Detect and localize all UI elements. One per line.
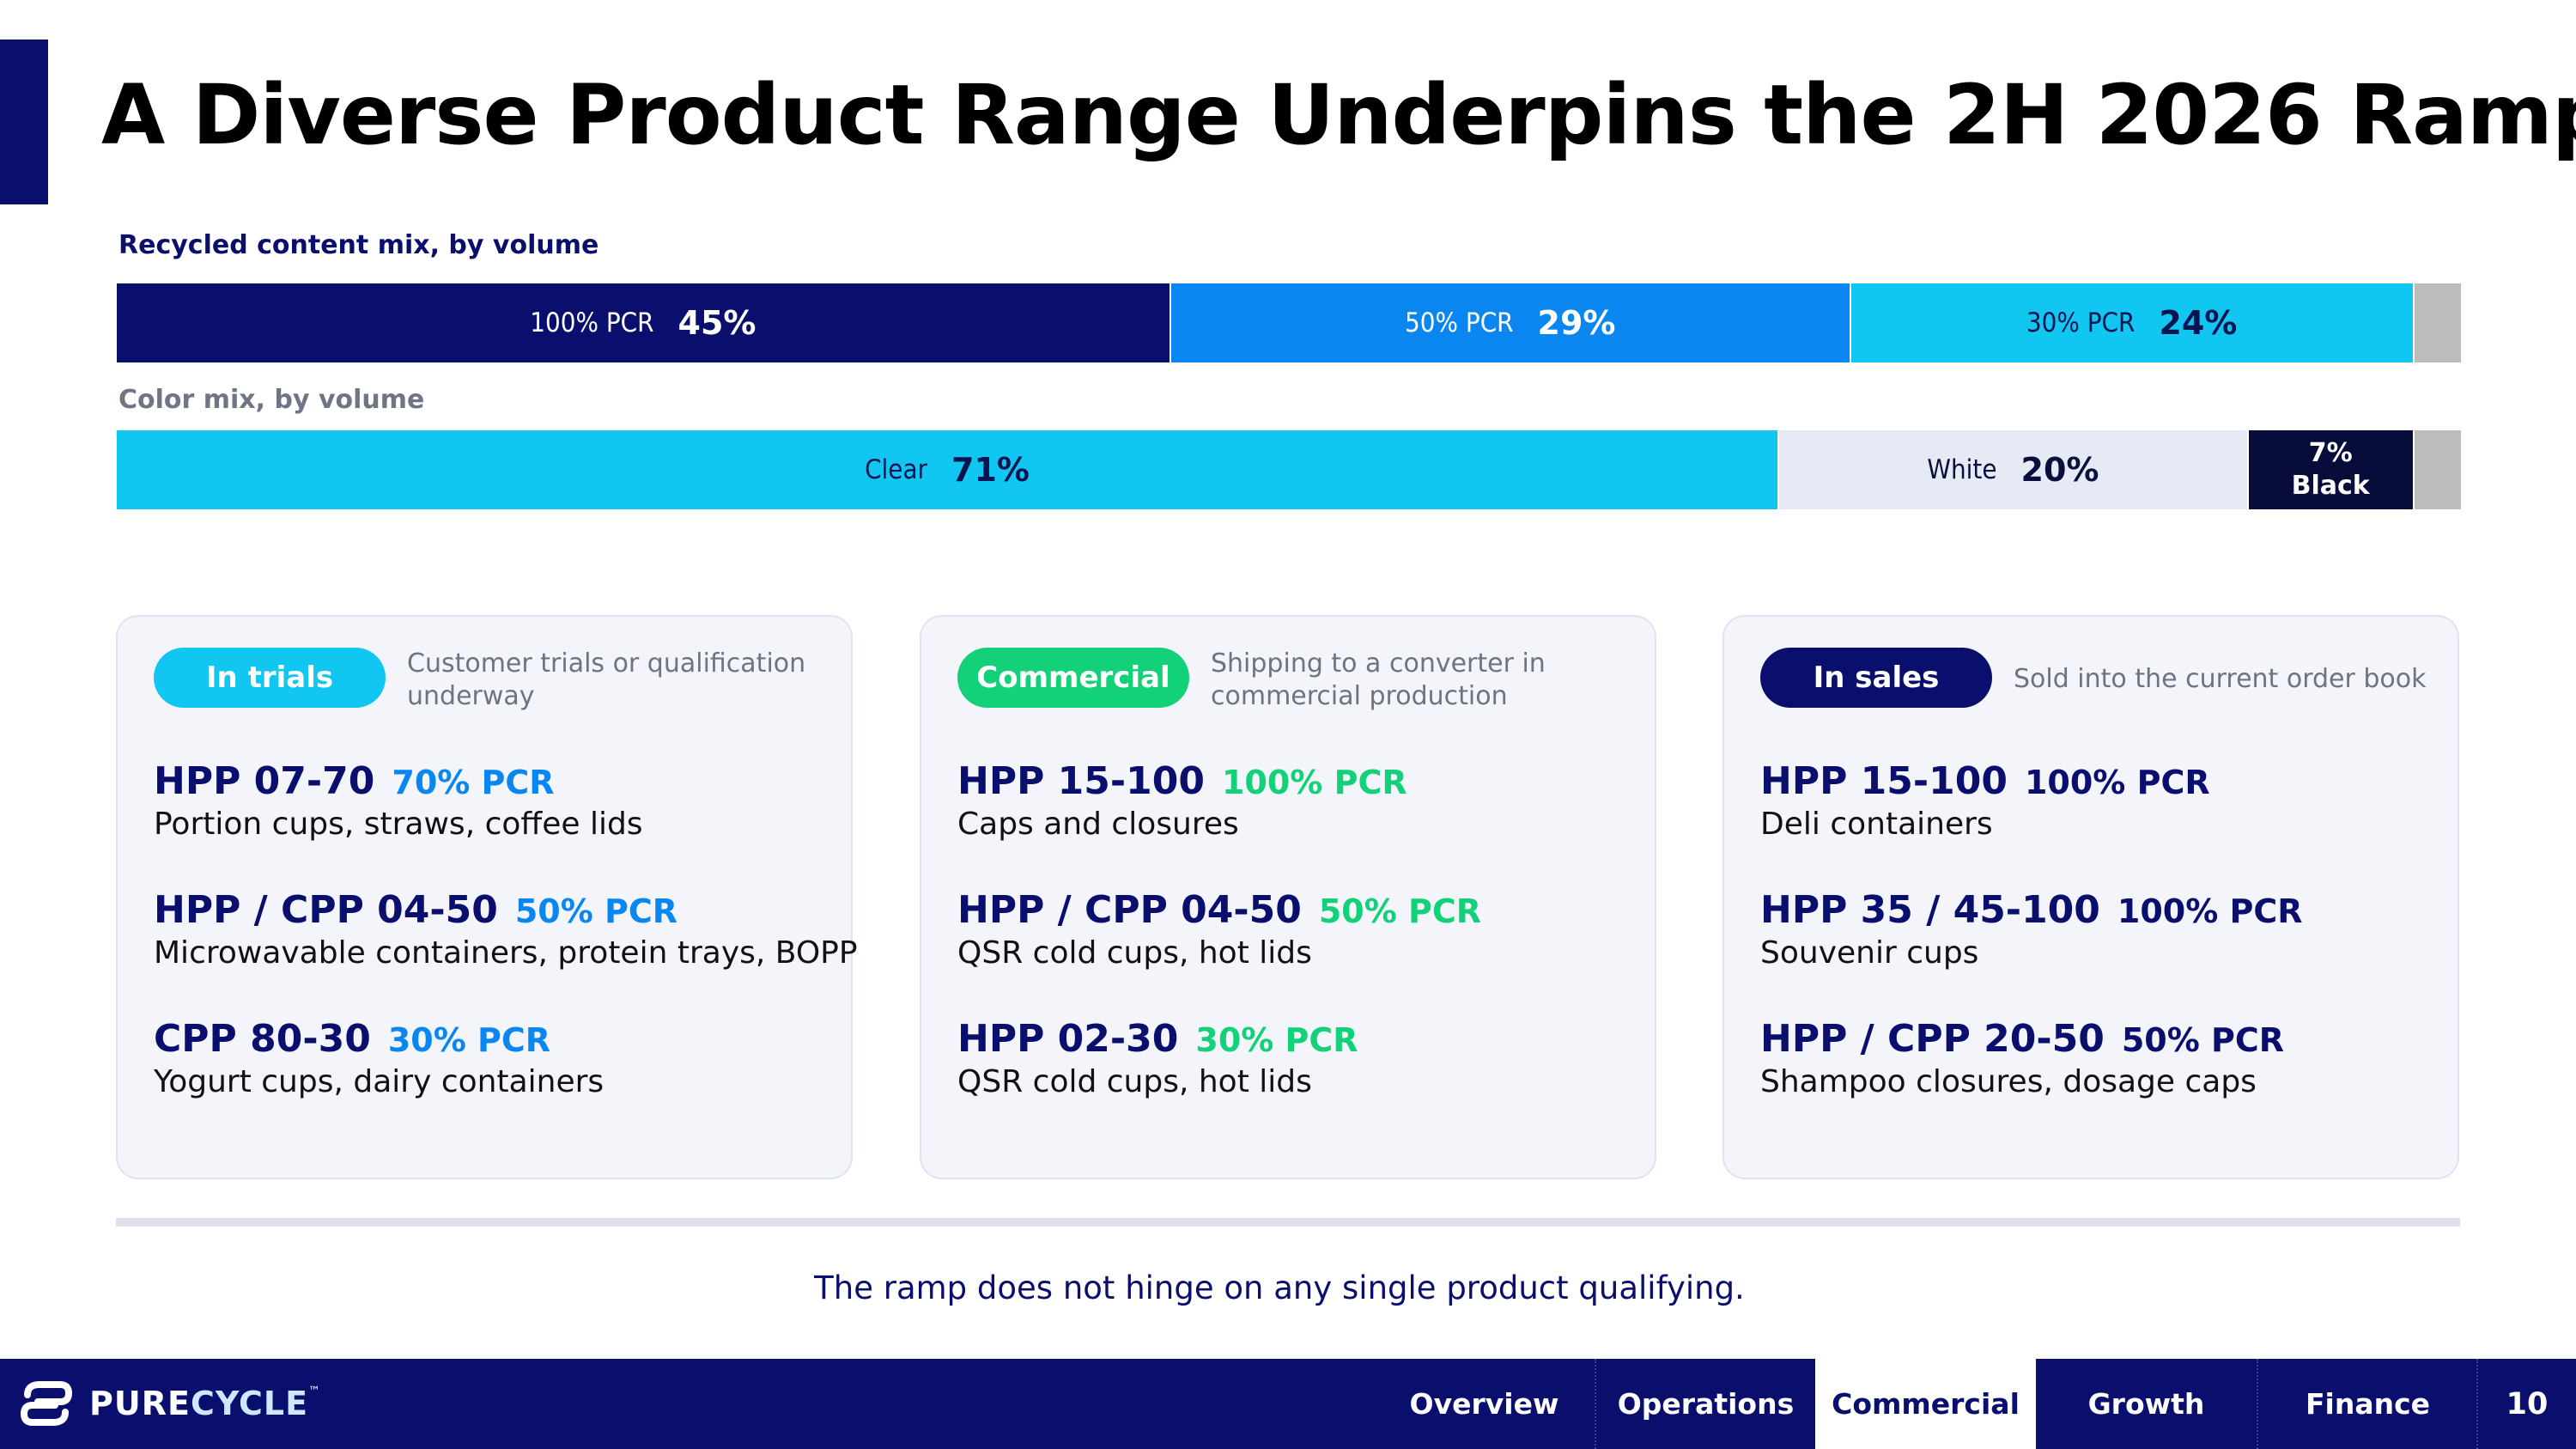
recycled-segment-50pcr: 50% PCR 29%: [1170, 283, 1851, 362]
product-pcr: 50% PCR: [1318, 892, 1482, 930]
footer-nav: Overview Operations Commercial Growth Fi…: [1374, 1359, 2477, 1449]
segment-percent: 20%: [2020, 451, 2099, 489]
product-use: Portion cups, straws, coffee lids: [154, 807, 643, 842]
color-segment-other: [2414, 430, 2462, 509]
section-divider: [116, 1218, 2460, 1227]
card-description: Shipping to a converter in commercial pr…: [1211, 648, 1546, 711]
product-pcr: 100% PCR: [2117, 892, 2303, 930]
status-badge: In sales: [1760, 648, 1992, 708]
product-name: HPP / CPP 04-50: [154, 888, 498, 932]
recycled-mix-label: Recycled content mix, by volume: [118, 230, 599, 260]
logo-pure: PURE: [89, 1385, 191, 1422]
status-badge: In trials: [154, 648, 386, 708]
product-entry: HPP / CPP 04-50 50% PCR Microwavable cont…: [154, 888, 858, 971]
color-mix-bar: Clear 71% White 20% 7% Black: [117, 430, 2462, 509]
tab-commercial[interactable]: Commercial: [1815, 1359, 2036, 1449]
product-use: Yogurt cups, dairy containers: [154, 1064, 605, 1099]
product-pcr: 100% PCR: [1221, 764, 1407, 801]
product-name: HPP / CPP 20-50: [1760, 1017, 2105, 1061]
card-in-sales: In sales Sold into the current order boo…: [1722, 615, 2459, 1179]
product-entry: HPP 35 / 45-100 100% PCR Souvenir cups: [1760, 888, 2447, 971]
product-pcr: 30% PCR: [387, 1021, 551, 1059]
product-name: HPP 15-100: [1760, 759, 2008, 803]
title-accent-bar: [0, 40, 48, 204]
segment-percent: 29%: [1537, 304, 1616, 342]
tab-operations[interactable]: Operations: [1595, 1359, 1815, 1449]
card-commercial: Commercial Shipping to a converter in co…: [920, 615, 1656, 1179]
product-pcr: 30% PCR: [1195, 1021, 1358, 1059]
recycled-segment-other: [2414, 283, 2461, 362]
product-use: Deli containers: [1760, 807, 1993, 842]
status-badge: Commercial: [957, 648, 1189, 708]
color-segment-black: 7% Black: [2248, 430, 2415, 509]
product-name: HPP 02-30: [957, 1017, 1179, 1061]
product-pcr: 100% PCR: [2024, 764, 2210, 801]
footer-bar: PURECYCLE™ Overview Operations Commercia…: [0, 1359, 2576, 1449]
recycled-segment-100pcr: 100% PCR 45%: [117, 283, 1171, 362]
recycled-segment-30pcr: 30% PCR 24%: [1850, 283, 2415, 362]
product-name: HPP 07-70: [154, 759, 375, 803]
recycled-mix-bar: 100% PCR 45% 50% PCR 29% 30% PCR 24%: [117, 283, 2461, 362]
product-pcr: 50% PCR: [514, 892, 678, 930]
product-pcr: 70% PCR: [392, 764, 555, 801]
segment-label: 50% PCR: [1405, 307, 1514, 338]
segment-label: Clear: [865, 454, 928, 485]
segment-label: White: [1927, 454, 1997, 485]
card-in-trials: In trials Customer trials or qualificati…: [116, 615, 858, 1179]
product-name: HPP / CPP 04-50: [957, 888, 1302, 932]
tab-overview[interactable]: Overview: [1409, 1387, 1559, 1421]
segment-percent: 45%: [677, 304, 756, 342]
product-use: QSR cold cups, hot lids: [957, 935, 1312, 971]
product-entry: HPP 15-100 100% PCR Deli containers: [1760, 759, 2447, 842]
product-entry: HPP / CPP 04-50 50% PCR QSR cold cups, ho…: [957, 888, 1644, 971]
color-segment-clear: Clear 71%: [117, 430, 1780, 509]
card-description: Customer trials or qualification underwa…: [407, 648, 806, 711]
product-entry: HPP / CPP 20-50 50% PCR Shampoo closures,…: [1760, 1017, 2447, 1099]
segment-percent: 7%: [2308, 438, 2353, 468]
color-segment-white: White 20%: [1779, 430, 2249, 509]
product-name: HPP 35 / 45-100: [1760, 888, 2100, 932]
product-use: Shampoo closures, dosage caps: [1760, 1064, 2257, 1099]
product-entry: CPP 80-30 30% PCR Yogurt cups, dairy cont…: [154, 1017, 841, 1099]
segment-label: 100% PCR: [530, 307, 654, 338]
tab-growth[interactable]: Growth: [2087, 1387, 2205, 1421]
product-use: Souvenir cups: [1760, 935, 1979, 971]
segment-percent: 24%: [2159, 304, 2238, 342]
product-entry: HPP 07-70 70% PCR Portion cups, straws, c…: [154, 759, 841, 842]
logo-wordmark: PURECYCLE™: [89, 1385, 321, 1422]
product-name: CPP 80-30: [154, 1017, 371, 1061]
page-number: 10: [2476, 1359, 2576, 1449]
purecycle-logo-icon: [20, 1381, 73, 1426]
color-mix-label: Color mix, by volume: [118, 385, 425, 415]
segment-percent: 71%: [951, 451, 1030, 489]
tab-finance[interactable]: Finance: [2257, 1359, 2477, 1449]
product-use: QSR cold cups, hot lids: [957, 1064, 1312, 1099]
segment-label: Black: [2291, 471, 2370, 501]
footnote: The ramp does not hinge on any single pr…: [814, 1269, 1745, 1306]
card-description: Sold into the current order book: [2014, 664, 2427, 694]
product-name: HPP 15-100: [957, 759, 1205, 803]
product-entry: HPP 15-100 100% PCR Caps and closures: [957, 759, 1644, 842]
product-use: Microwavable containers, protein trays, …: [154, 935, 858, 971]
product-entry: HPP 02-30 30% PCR QSR cold cups, hot lids: [957, 1017, 1644, 1099]
purecycle-logo: PURECYCLE™: [19, 1379, 321, 1428]
product-use: Caps and closures: [957, 807, 1239, 842]
segment-label: 30% PCR: [2026, 307, 2136, 338]
logo-cycle: CYCLE: [190, 1385, 309, 1422]
product-pcr: 50% PCR: [2121, 1021, 2285, 1059]
page-title: A Diverse Product Range Underpins the 2H…: [101, 67, 2576, 163]
logo-trademark: ™: [308, 1385, 322, 1398]
